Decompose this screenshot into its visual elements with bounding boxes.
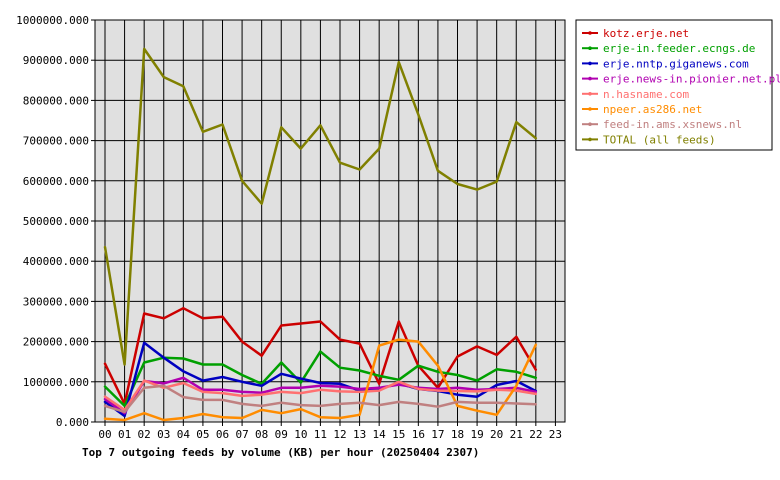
series-line-npeer-as286-net xyxy=(103,338,538,422)
x-tick-label: 18 xyxy=(451,428,464,441)
x-tick-label: 20 xyxy=(490,428,503,441)
legend-label: feed-in.ams.xsnews.nl xyxy=(603,118,742,131)
y-tick-label: 900000.000 xyxy=(23,54,89,67)
series-line-erje-in-feeder-ecngs-de xyxy=(103,350,538,408)
legend-marker xyxy=(588,92,592,96)
y-tick-label: 700000.000 xyxy=(23,135,89,148)
x-tick-label: 00 xyxy=(98,428,111,441)
legend-marker xyxy=(588,122,592,126)
legend-marker xyxy=(588,137,592,142)
x-tick-label: 05 xyxy=(196,428,209,441)
legend-marker xyxy=(588,107,592,111)
x-tick-label: 02 xyxy=(138,428,151,441)
legend-box xyxy=(575,19,773,151)
x-tick-label: 08 xyxy=(255,428,268,441)
x-tick-label: 19 xyxy=(470,428,483,441)
y-tick-label: 1000000.000 xyxy=(16,14,89,27)
y-tick-label: 200000.000 xyxy=(23,336,89,349)
x-tick-label: 17 xyxy=(431,428,444,441)
x-tick-label: 03 xyxy=(157,428,170,441)
y-tick-label: 600000.000 xyxy=(23,175,89,188)
y-tick-label: 100000.000 xyxy=(23,376,89,389)
legend-marker xyxy=(588,46,592,50)
x-tick-label: 09 xyxy=(275,428,288,441)
x-tick-label: 01 xyxy=(118,428,131,441)
x-tick-label: 06 xyxy=(216,428,229,441)
legend-label: erje-in.feeder.ecngs.de xyxy=(603,42,755,55)
series-line-total-all-feeds xyxy=(103,47,538,366)
x-tick-label: 14 xyxy=(373,428,387,441)
legend-marker xyxy=(588,76,592,81)
x-tick-label: 13 xyxy=(353,428,366,441)
x-tick-label: 10 xyxy=(294,428,307,441)
legend: kotz.erje.net erje-in.feeder.ecngs.de erje… xyxy=(575,19,780,151)
legend-label: erje.nntp.giganews.com xyxy=(603,57,749,70)
x-tick-label: 23 xyxy=(549,428,562,441)
legend-marker xyxy=(588,61,592,66)
legend-label: erje.news-in.pionier.net.pl xyxy=(603,73,780,86)
x-tick-label: 21 xyxy=(510,428,523,441)
x-tick-label: 04 xyxy=(177,428,191,441)
series-line-erje-news-in-pionier-net-pl xyxy=(103,376,538,415)
legend-label: npeer.as286.net xyxy=(603,103,702,116)
legend-label: n.hasname.com xyxy=(603,88,689,101)
legend-label: kotz.erje.net xyxy=(603,27,689,40)
x-tick-label: 12 xyxy=(333,428,346,441)
y-tick-label: 800000.000 xyxy=(23,94,89,107)
x-tick-label: 15 xyxy=(392,428,405,441)
series-line-feed-in-ams-xsnews-nl xyxy=(103,384,538,414)
y-tick-label: 400000.000 xyxy=(23,255,89,268)
chart-title: Top 7 outgoing feeds by volume (KB) per … xyxy=(82,446,479,459)
legend-marker xyxy=(588,31,592,35)
series-line-erje-nntp-giganews-com xyxy=(103,341,538,418)
x-tick-label: 07 xyxy=(235,428,248,441)
x-axis-ticks: 00 01 02 03 04 05 06 07 08 09 10 11 12 13 14 15 16 17 18 19… xyxy=(98,422,562,441)
series-lines xyxy=(103,47,538,422)
legend-label: TOTAL (all feeds) xyxy=(603,133,716,146)
y-tick-label: 500000.000 xyxy=(23,215,89,228)
series-line-kotz-erje-net xyxy=(103,306,538,406)
x-tick-label: 16 xyxy=(412,428,425,441)
x-tick-label: 22 xyxy=(529,428,542,441)
y-axis-ticks: 0.000 100000.000 200000.000 300000.000 40000… xyxy=(16,14,95,429)
y-tick-label: 0.000 xyxy=(56,416,89,429)
x-tick-label: 11 xyxy=(314,428,327,441)
series-line-n-hasname-com xyxy=(103,379,538,412)
y-tick-label: 300000.000 xyxy=(23,295,89,308)
